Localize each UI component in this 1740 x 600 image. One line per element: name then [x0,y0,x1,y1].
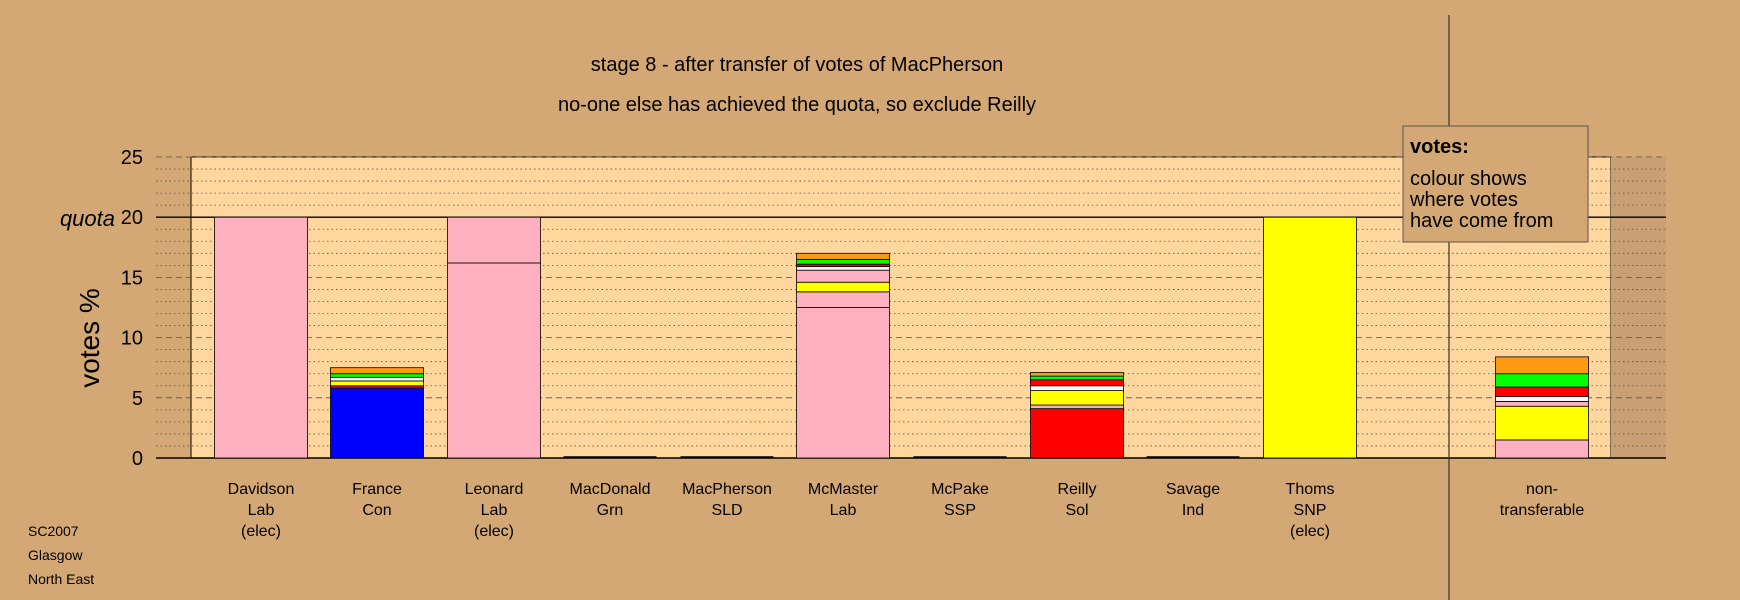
y-tick-label: 0 [132,448,143,470]
category-label: Grn [597,502,624,519]
bar-segment [1030,385,1124,391]
bar-segment [1030,408,1124,459]
category-label: Thoms [1286,481,1335,498]
bar-segment [214,216,308,459]
bar-segment [1495,396,1589,402]
bar-segment [1495,401,1589,407]
bar-segment [330,373,424,378]
bar-segment [1495,386,1589,397]
category-label: MacPherson [682,481,772,498]
bar-segment [447,216,541,264]
bar-segment [330,380,424,387]
category-label: Lab [481,502,508,519]
quota-label: quota [60,206,115,231]
footer-line: Glasgow [28,547,83,563]
legend-line: have come from [1410,210,1553,232]
plot-area-right-shade [1611,157,1666,458]
chart-title: stage 8 - after transfer of votes of Mac… [591,54,1003,76]
category-labels: Davidson Lab (elec) France Con Leonard Lab (ele… [228,481,1585,540]
category-label: Sol [1065,502,1088,519]
category-label: Savage [1166,481,1220,498]
category-label: Con [362,502,391,519]
legend-box [1402,125,1589,243]
legend: votes: colour shows where votes have com… [1402,125,1589,243]
bar-segment [330,367,424,375]
legend-line: colour shows [1410,168,1527,190]
category-label: McMaster [808,481,879,498]
bar-segment [796,258,890,265]
category-label: (elec) [241,523,281,540]
bar-segment [1030,379,1124,387]
bar-segment [1030,404,1124,410]
footer-line: SC2007 [28,523,79,539]
bar-segment [1495,439,1589,459]
category-label: Lab [830,502,857,519]
bar-segment [796,281,890,293]
chart-subtitle: no-one else has achieved the quota, so e… [558,94,1036,116]
y-axis-label: votes % [74,288,105,388]
category-label: MacDonald [570,481,651,498]
bar-segment [1030,390,1124,406]
category-label: Davidson [228,481,295,498]
legend-line: where votes [1409,189,1518,211]
category-label: SLD [711,502,742,519]
bar-segment [1030,375,1124,381]
y-tick-label: 25 [121,147,143,169]
category-label: (elec) [474,523,514,540]
category-label: Reilly [1057,481,1096,498]
y-tick-label: 10 [121,328,143,350]
category-label: SSP [944,502,976,519]
legend-title: votes: [1410,136,1469,158]
bar-segment [1263,216,1357,459]
y-tick-label: 15 [121,267,143,289]
category-label: transferable [1500,502,1585,519]
bar-segment [330,387,424,459]
y-tick-labels: 0 5 10 15 20 25 [121,147,143,470]
y-tick-label: 5 [132,388,143,410]
footer-line: North East [28,571,94,587]
category-label: Leonard [465,481,524,498]
category-label: France [352,481,402,498]
category-label: non- [1526,481,1558,498]
bar-segment [796,269,890,283]
plot-area [190,156,1612,459]
bar-segment [1030,372,1124,377]
category-label: Lab [248,502,275,519]
bars [214,216,1589,459]
category-label: Ind [1182,502,1204,519]
category-label: (elec) [1290,523,1330,540]
bar-segment [796,291,890,308]
bar-segment [330,376,424,382]
category-label: McPake [931,481,989,498]
bar-segment [1495,405,1589,441]
bar-segment [796,252,890,260]
bar-segment [1495,356,1589,375]
category-label: SNP [1294,502,1327,519]
bar-segment [796,266,890,271]
bar-segment [796,307,890,459]
y-tick-label: 20 [121,207,143,229]
bar-segment [447,262,541,459]
bar-segment [1495,373,1589,388]
